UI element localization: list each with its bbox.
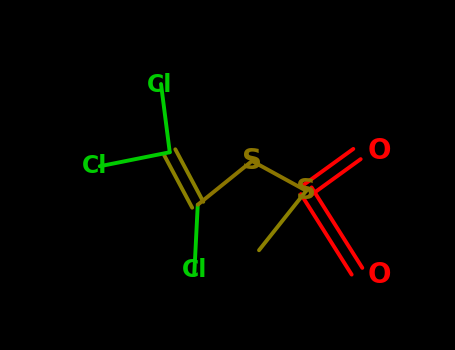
Text: S: S — [296, 177, 316, 205]
Text: O: O — [368, 261, 391, 289]
Text: Cl: Cl — [182, 258, 207, 282]
Text: Cl: Cl — [82, 154, 108, 178]
Text: Cl: Cl — [147, 74, 172, 98]
Text: O: O — [368, 136, 391, 164]
Text: S: S — [242, 147, 262, 175]
